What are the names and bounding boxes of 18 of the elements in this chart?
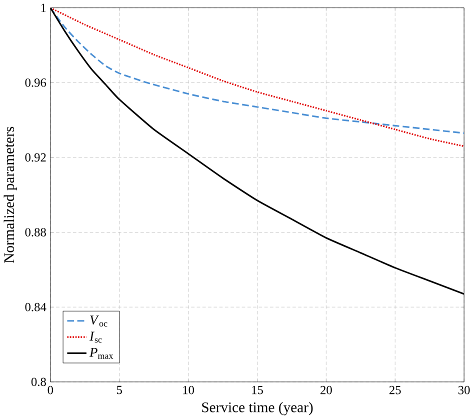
y-tick-label: 0.92 [25,153,46,162]
y-axis-title: Normalized parameters [4,126,18,263]
x-tick-label: 10 [183,386,194,394]
y-tick-label: 0.84 [25,302,46,312]
x-tick-label: 25 [389,386,401,394]
y-tick-label: 0.88 [25,228,46,236]
x-tick-label: 20 [320,386,332,394]
legend-label: V$_{oc}$ [90,316,108,327]
x-tick-label: 30 [458,386,470,394]
x-tick-label: 5 [116,386,122,394]
y-tick-label: 0.96 [25,78,46,87]
y-tick-label: 1 [41,4,46,12]
y-tick-label: 0.8 [31,378,46,386]
legend-label: P$_{max}$ [89,348,114,359]
x-tick-label: 15 [252,386,263,394]
x-tick-label: 0 [48,386,54,394]
legend-label: I$_{sc}$ [89,332,102,343]
x-axis-title: Service time (year) [202,402,313,416]
